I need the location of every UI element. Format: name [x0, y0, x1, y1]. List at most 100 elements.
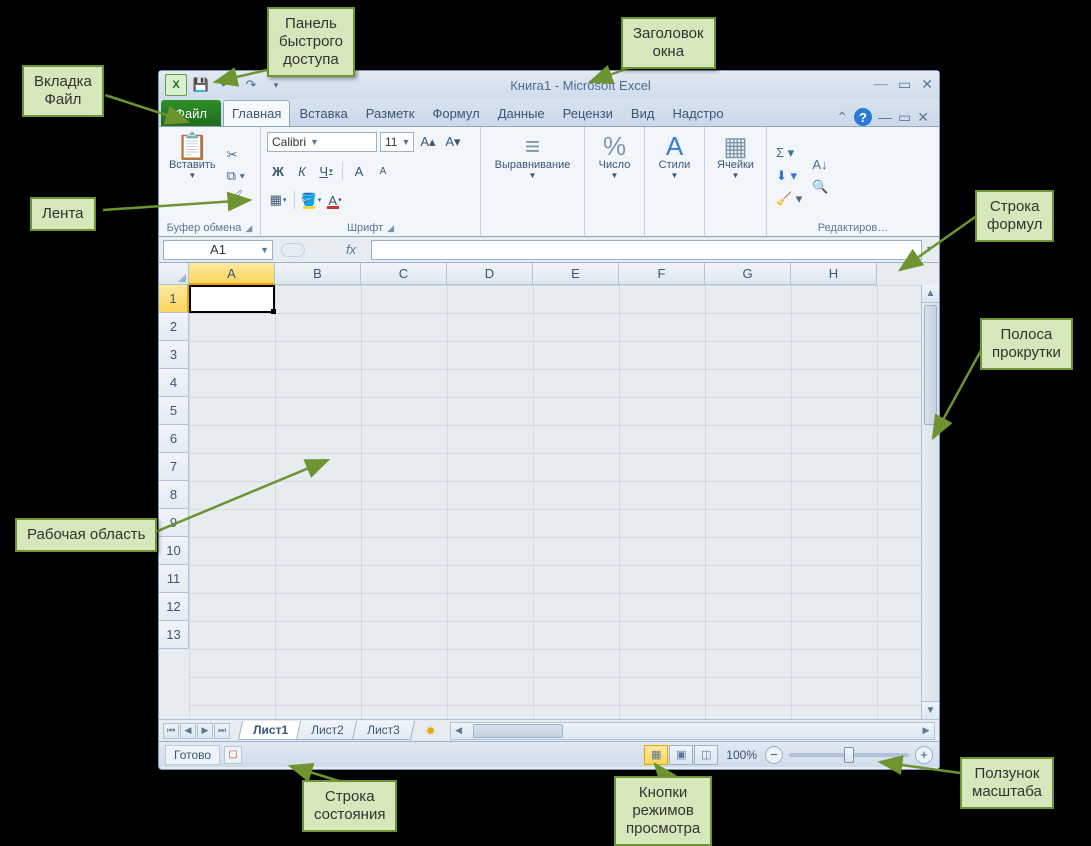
find-icon[interactable]: 🔍 — [809, 178, 831, 196]
macro-record-icon[interactable]: ▢ — [224, 746, 242, 764]
font-shrink-icon[interactable]: A — [372, 160, 394, 182]
redo-icon[interactable]: ↷ — [240, 74, 262, 96]
italic-button[interactable]: К — [291, 160, 313, 182]
view-page-layout-icon[interactable]: ▣ — [669, 745, 693, 765]
row-header-6[interactable]: 6 — [159, 425, 189, 453]
row-header-2[interactable]: 2 — [159, 313, 189, 341]
col-header-H[interactable]: H — [791, 263, 877, 285]
row-header-4[interactable]: 4 — [159, 369, 189, 397]
autosum-icon[interactable]: Σ ▾ — [773, 144, 805, 162]
save-icon[interactable]: 💾 — [190, 74, 212, 96]
vertical-scrollbar[interactable]: ▲ ▼ — [921, 285, 939, 719]
col-header-G[interactable]: G — [705, 263, 791, 285]
fill-icon[interactable]: ⬇ ▾ — [773, 167, 805, 185]
ribbon-collapse-icon[interactable]: ⌃ — [836, 109, 848, 126]
sheet-tab-1[interactable]: Лист1 — [238, 721, 303, 740]
tab-insert[interactable]: Вставка — [290, 100, 356, 126]
row-header-12[interactable]: 12 — [159, 593, 189, 621]
workbook-close-icon[interactable]: ✕ — [917, 109, 929, 126]
sheet-tab-3[interactable]: Лист3 — [352, 721, 415, 740]
sheet-nav-prev-icon[interactable]: ◀ — [180, 723, 196, 739]
styles-button[interactable]: A Стили ▼ — [651, 131, 698, 182]
zoom-in-icon[interactable]: + — [915, 746, 933, 764]
undo-icon[interactable]: ↶ — [215, 74, 237, 96]
fx-button[interactable]: fx — [337, 240, 365, 260]
sheet-nav-first-icon[interactable]: ⏮ — [163, 723, 179, 739]
font-name-combo[interactable]: Calibri▼ — [267, 132, 377, 152]
row-header-8[interactable]: 8 — [159, 481, 189, 509]
name-box[interactable]: A1 ▼ — [163, 240, 273, 260]
tab-home[interactable]: Главная — [223, 100, 290, 126]
underline-button[interactable]: Ч▾ — [315, 160, 337, 182]
zoom-slider[interactable] — [789, 753, 909, 757]
increase-font-icon[interactable]: A▴ — [417, 131, 439, 153]
format-painter-icon[interactable]: 🖌 — [224, 188, 248, 206]
tab-view[interactable]: Вид — [622, 100, 664, 126]
cut-icon[interactable]: ✂ — [224, 146, 248, 164]
close-icon[interactable]: ✕ — [921, 77, 933, 94]
row-header-5[interactable]: 5 — [159, 397, 189, 425]
row-header-1[interactable]: 1 — [159, 285, 189, 313]
col-header-D[interactable]: D — [447, 263, 533, 285]
formula-input[interactable] — [371, 240, 922, 260]
zoom-out-icon[interactable]: − — [765, 746, 783, 764]
tab-addins[interactable]: Надстро — [663, 100, 732, 126]
help-icon[interactable]: ? — [854, 108, 872, 126]
tab-data[interactable]: Данные — [489, 100, 554, 126]
clear-icon[interactable]: 🧹 ▾ — [773, 190, 805, 208]
new-sheet-icon[interactable]: ✸ — [420, 722, 442, 740]
tab-formulas[interactable]: Формул — [423, 100, 488, 126]
row-header-13[interactable]: 13 — [159, 621, 189, 649]
worksheet-grid[interactable] — [189, 285, 921, 719]
active-cell[interactable] — [189, 285, 275, 313]
col-header-F[interactable]: F — [619, 263, 705, 285]
scroll-down-icon[interactable]: ▼ — [922, 701, 939, 719]
tab-review[interactable]: Рецензи — [554, 100, 622, 126]
file-tab[interactable]: Файл — [161, 100, 221, 126]
zoom-percent-label[interactable]: 100% — [726, 748, 757, 762]
col-header-B[interactable]: B — [275, 263, 361, 285]
dialog-launcher-icon[interactable]: ◢ — [387, 223, 394, 234]
cells-button[interactable]: ▦ Ячейки ▼ — [711, 131, 760, 182]
select-all-corner[interactable] — [159, 263, 189, 285]
font-color-icon[interactable]: A▾ — [324, 189, 346, 211]
number-button[interactable]: % Число ▼ — [591, 131, 638, 182]
font-size-combo[interactable]: 11▼ — [380, 132, 414, 152]
qat-customize-icon[interactable]: ▾ — [265, 74, 287, 96]
sheet-tab-2[interactable]: Лист2 — [296, 721, 359, 740]
row-header-11[interactable]: 11 — [159, 565, 189, 593]
sheet-nav-last-icon[interactable]: ⏭ — [214, 723, 230, 739]
bold-button[interactable]: Ж — [267, 160, 289, 182]
zoom-slider-knob[interactable] — [844, 747, 854, 763]
workbook-restore-icon[interactable]: ▭ — [898, 109, 911, 126]
tab-layout[interactable]: Разметк — [357, 100, 424, 126]
view-normal-icon[interactable]: ▦ — [644, 745, 668, 765]
borders-icon[interactable]: ▦▾ — [267, 189, 289, 211]
alignment-button[interactable]: ≡ Выравнивание ▼ — [487, 131, 578, 182]
view-page-break-icon[interactable]: ◫ — [694, 745, 718, 765]
excel-icon[interactable]: X — [165, 74, 187, 96]
scroll-right-icon[interactable]: ▶ — [918, 725, 934, 736]
scroll-up-icon[interactable]: ▲ — [922, 285, 939, 303]
copy-icon[interactable]: ⧉ ▾ — [224, 167, 248, 185]
col-header-C[interactable]: C — [361, 263, 447, 285]
row-header-10[interactable]: 10 — [159, 537, 189, 565]
row-header-7[interactable]: 7 — [159, 453, 189, 481]
scroll-left-icon[interactable]: ◀ — [451, 725, 467, 736]
hscroll-thumb[interactable] — [473, 724, 563, 738]
col-header-E[interactable]: E — [533, 263, 619, 285]
row-header-9[interactable]: 9 — [159, 509, 189, 537]
font-grow-icon[interactable]: A — [348, 160, 370, 182]
maximize-icon[interactable]: ▭ — [898, 77, 911, 94]
horizontal-scrollbar[interactable]: ◀ ▶ — [450, 722, 935, 740]
decrease-font-icon[interactable]: A▾ — [442, 131, 464, 153]
workbook-minimize-icon[interactable]: — — [878, 109, 892, 125]
formula-expand-icon[interactable]: ▾ — [924, 244, 935, 255]
fill-color-icon[interactable]: 🪣▾ — [300, 189, 322, 211]
minimize-icon[interactable]: — — [874, 77, 888, 94]
scroll-thumb[interactable] — [924, 305, 937, 425]
chevron-down-icon[interactable]: ▼ — [260, 245, 269, 255]
sort-filter-icon[interactable]: A↓ — [809, 156, 831, 173]
paste-button[interactable]: 📋 Вставить ▼ — [165, 131, 220, 220]
col-header-A[interactable]: A — [189, 263, 275, 285]
